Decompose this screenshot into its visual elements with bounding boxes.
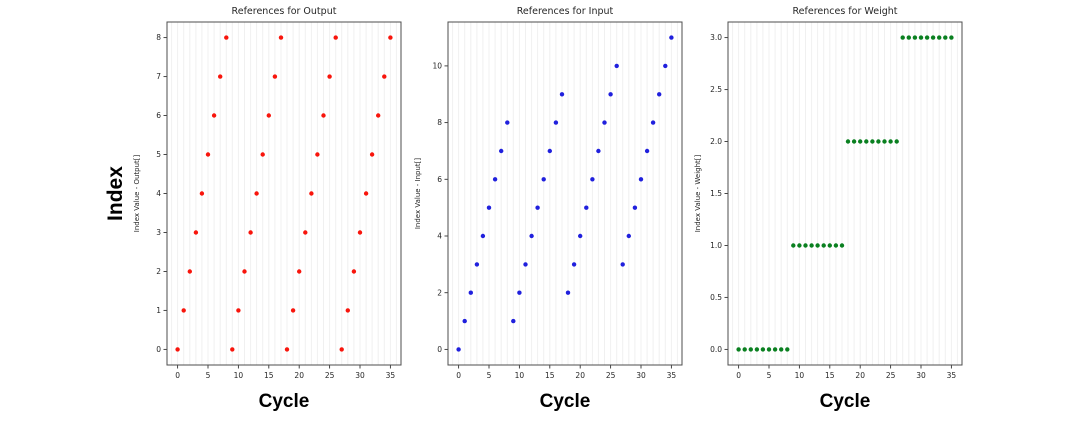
svg-text:10: 10: [515, 371, 525, 380]
svg-text:5: 5: [487, 371, 492, 380]
input-chart-title: References for Input: [516, 6, 614, 17]
svg-text:0: 0: [175, 371, 180, 380]
weight-chart-plot-area: 0 5 10 15 20 25 30 35 0.0 0.5 1.0 1.5 2.0 2.5 3.0: [710, 21, 963, 380]
output-chart-title: References for Output: [231, 6, 337, 17]
svg-text:25: 25: [886, 371, 896, 380]
svg-text:8: 8: [437, 118, 442, 127]
output-chart-x-axis-label: Cycle: [258, 391, 310, 412]
svg-text:10: 10: [234, 371, 244, 380]
svg-text:0: 0: [456, 371, 461, 380]
input-chart-plot-area: 0 5 10 15 20 25 30 35 0 2 4 6 8 10: [432, 21, 683, 380]
svg-text:1.5: 1.5: [710, 189, 722, 198]
input-chart: References for Input Index Value - Input…: [411, 0, 696, 430]
weight-chart-title: References for Weight: [792, 6, 898, 17]
svg-text:35: 35: [386, 371, 396, 380]
svg-text:0: 0: [156, 345, 161, 354]
svg-text:2: 2: [156, 267, 161, 276]
svg-text:20: 20: [575, 371, 585, 380]
svg-text:2.5: 2.5: [710, 85, 722, 94]
svg-text:8: 8: [156, 33, 161, 42]
input-chart-x-axis-label: Cycle: [539, 391, 591, 412]
svg-text:30: 30: [916, 371, 926, 380]
svg-text:6: 6: [437, 175, 442, 184]
svg-text:4: 4: [156, 189, 161, 198]
output-chart: References for Output Index Value - Outp…: [130, 0, 415, 430]
svg-text:20: 20: [855, 371, 865, 380]
svg-text:0.0: 0.0: [710, 345, 722, 354]
svg-text:10: 10: [795, 371, 805, 380]
svg-text:30: 30: [636, 371, 646, 380]
svg-text:25: 25: [325, 371, 335, 380]
svg-text:35: 35: [667, 371, 677, 380]
weight-chart: References for Weight Index Value - Weig…: [691, 0, 976, 430]
svg-text:3.0: 3.0: [710, 33, 722, 42]
svg-text:10: 10: [432, 62, 442, 71]
svg-text:5: 5: [156, 150, 161, 159]
svg-text:6: 6: [156, 111, 161, 120]
svg-text:3: 3: [156, 228, 161, 237]
output-chart-plot-area: 0 5 10 15 20 25 30 35 0 1 2 3 4 5 6 7 8: [156, 21, 402, 380]
svg-text:15: 15: [825, 371, 835, 380]
svg-text:7: 7: [156, 72, 161, 81]
svg-text:25: 25: [606, 371, 616, 380]
svg-text:15: 15: [264, 371, 274, 380]
svg-text:15: 15: [545, 371, 555, 380]
svg-text:20: 20: [294, 371, 304, 380]
svg-text:0: 0: [736, 371, 741, 380]
svg-text:5: 5: [206, 371, 211, 380]
svg-text:0: 0: [437, 345, 442, 354]
svg-text:35: 35: [947, 371, 957, 380]
svg-text:5: 5: [767, 371, 772, 380]
svg-text:2: 2: [437, 288, 442, 297]
svg-text:4: 4: [437, 232, 442, 241]
svg-text:2.0: 2.0: [710, 137, 722, 146]
svg-text:1: 1: [156, 306, 161, 315]
svg-text:0.5: 0.5: [710, 293, 722, 302]
svg-text:30: 30: [355, 371, 365, 380]
svg-text:1.0: 1.0: [710, 241, 722, 250]
figure-y-axis-label: Index: [104, 166, 127, 221]
weight-chart-x-axis-label: Cycle: [819, 391, 871, 412]
